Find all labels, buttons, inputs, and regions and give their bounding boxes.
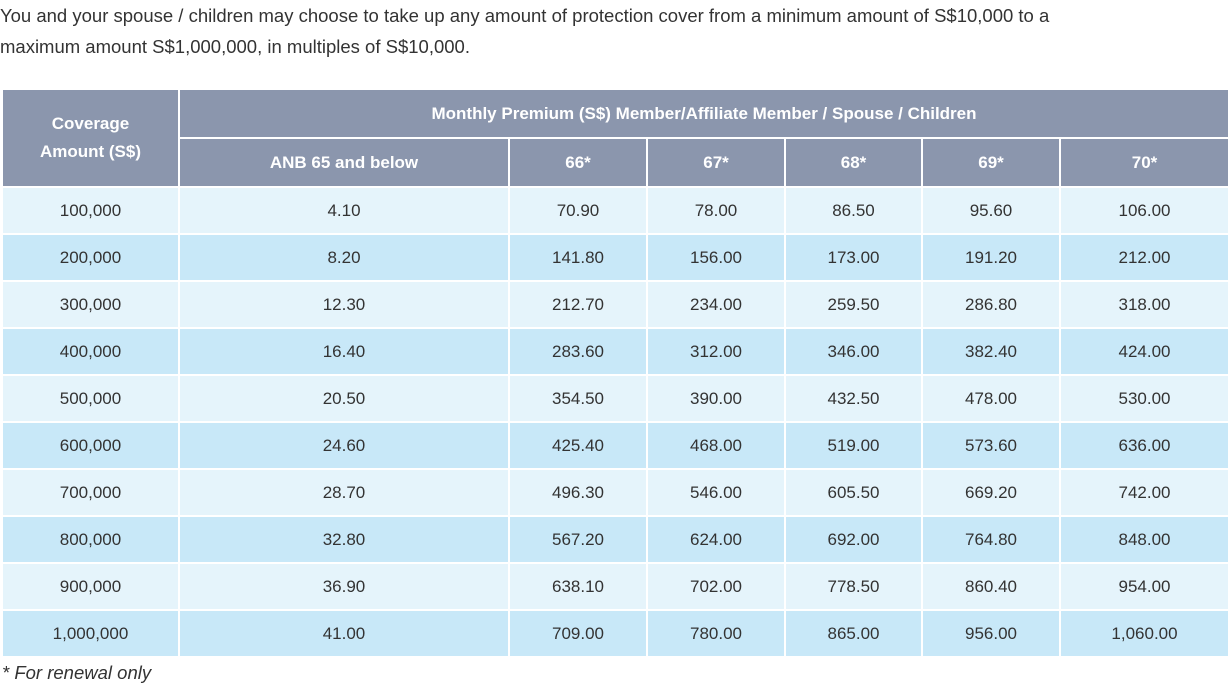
table-cell: 4.10 [178,186,510,235]
table-cell: 141.80 [508,233,648,282]
table-cell: 234.00 [646,280,786,329]
table-cell: 692.00 [784,515,923,564]
table-cell: 8.20 [178,233,510,282]
column-header: ANB 65 and below [178,137,510,188]
table-cell: 12.30 [178,280,510,329]
intro: You and your spouse / children may choos… [0,0,1049,62]
table-cell: 86.50 [784,186,923,235]
table-cell: 286.80 [921,280,1061,329]
table-row: 600,000 24.60 425.40 468.00 519.00 573.60 636.… [1,421,1230,470]
table-cell: 519.00 [784,421,923,470]
table-row: 200,000 8.20 141.80 156.00 173.00 191.20 212.0… [1,233,1230,282]
table-row: 1,000,000 41.00 709.00 780.00 865.00 956.00 1,… [1,609,1230,658]
table-cell: 382.40 [921,327,1061,376]
table-cell: 156.00 [646,233,786,282]
table-cell: 546.00 [646,468,786,517]
table-cell: 212.70 [508,280,648,329]
table-cell: 390.00 [646,374,786,423]
table-cell: 200,000 [1,233,180,282]
table-cell: 624.00 [646,515,786,564]
table-cell: 954.00 [1059,562,1230,611]
table-cell: 605.50 [784,468,923,517]
table-cell: 530.00 [1059,374,1230,423]
table-cell: 700,000 [1,468,180,517]
table-cell: 800,000 [1,515,180,564]
table-cell: 702.00 [646,562,786,611]
table-cell: 300,000 [1,280,180,329]
table-cell: 28.70 [178,468,510,517]
table-cell: 496.30 [508,468,648,517]
table-cell: 16.40 [178,327,510,376]
table-cell: 848.00 [1059,515,1230,564]
table-cell: 346.00 [784,327,923,376]
table-cell: 478.00 [921,374,1061,423]
table-cell: 95.60 [921,186,1061,235]
column-header: 68* [784,137,923,188]
table-cell: 259.50 [784,280,923,329]
table-cell: 860.40 [921,562,1061,611]
table-cell: 318.00 [1059,280,1230,329]
table-cell: 106.00 [1059,186,1230,235]
table-cell: 669.20 [921,468,1061,517]
table-cell: 900,000 [1,562,180,611]
table-cell: 778.50 [784,562,923,611]
column-header: 70* [1059,137,1230,188]
table-cell: 283.60 [508,327,648,376]
table-cell: 191.20 [921,233,1061,282]
premium-table: Coverage Amount (S$) Monthly Premium (S$… [1,88,1230,658]
table-cell: 100,000 [1,186,180,235]
table-cell: 638.10 [508,562,648,611]
footnote: * For renewal only [2,662,152,683]
table-row: 100,000 4.10 70.90 78.00 86.50 95.60 106.00 [1,186,1230,235]
table-cell: 500,000 [1,374,180,423]
table-cell: 400,000 [1,327,180,376]
table-cell: 36.90 [178,562,510,611]
table-cell: 173.00 [784,233,923,282]
table-row: 300,000 12.30 212.70 234.00 259.50 286.80 318.… [1,280,1230,329]
intro-line: maximum amount S$1,000,000, in multiples… [0,36,470,57]
column-header: 67* [646,137,786,188]
table-row: 900,000 36.90 638.10 702.00 778.50 860.40 954.… [1,562,1230,611]
corner-header: Coverage Amount (S$) [1,88,180,188]
table-cell: 742.00 [1059,468,1230,517]
table-cell: 636.00 [1059,421,1230,470]
table-cell: 567.20 [508,515,648,564]
group-header: Monthly Premium (S$) Member/Affiliate Me… [178,88,1230,139]
intro-line: You and your spouse / children may choos… [0,5,1050,26]
table-cell: 354.50 [508,374,648,423]
table-cell: 424.00 [1059,327,1230,376]
table-cell: 425.40 [508,421,648,470]
table-cell: 1,060.00 [1059,609,1230,658]
table-cell: 956.00 [921,609,1061,658]
table-cell: 600,000 [1,421,180,470]
table-row: 500,000 20.50 354.50 390.00 432.50 478.00 530.… [1,374,1230,423]
table-cell: 865.00 [784,609,923,658]
table-cell: 764.80 [921,515,1061,564]
table-cell: 432.50 [784,374,923,423]
column-header: 69* [921,137,1061,188]
table-cell: 573.60 [921,421,1061,470]
table-cell: 32.80 [178,515,510,564]
table-cell: 41.00 [178,609,510,658]
table-cell: 1,000,000 [1,609,180,658]
table-row: 400,000 16.40 283.60 312.00 346.00 382.40 424.… [1,327,1230,376]
table-cell: 468.00 [646,421,786,470]
table-cell: 709.00 [508,609,648,658]
table-row: 800,000 32.80 567.20 624.00 692.00 764.80 848.… [1,515,1230,564]
table-cell: 212.00 [1059,233,1230,282]
table-cell: 70.90 [508,186,648,235]
table-cell: 24.60 [178,421,510,470]
column-header: 66* [508,137,648,188]
table-cell: 312.00 [646,327,786,376]
table-cell: 780.00 [646,609,786,658]
table-cell: 78.00 [646,186,786,235]
table-row: 700,000 28.70 496.30 546.00 605.50 669.20 742.… [1,468,1230,517]
table-cell: 20.50 [178,374,510,423]
